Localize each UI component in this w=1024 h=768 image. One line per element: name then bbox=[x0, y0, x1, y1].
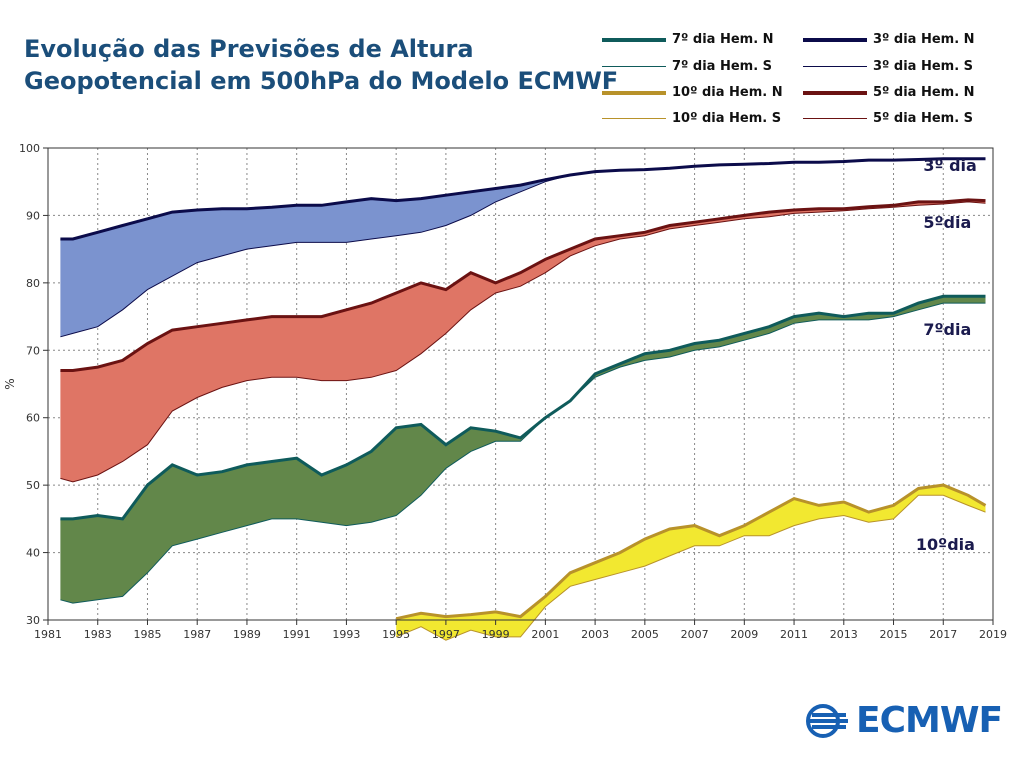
line-nh-10º dia bbox=[395, 483, 987, 621]
annotation-label: 10ºdia bbox=[916, 535, 975, 554]
y-tick-label: 100 bbox=[19, 142, 40, 155]
ecmwf-logo-text: ECMWF bbox=[856, 700, 1003, 741]
x-tick-label: 2013 bbox=[830, 628, 858, 641]
x-tick-label: 1983 bbox=[84, 628, 112, 641]
chart-title-line1: Evolução das Previsões de Altura bbox=[24, 35, 474, 63]
x-tick-label: 2017 bbox=[929, 628, 957, 641]
ecmwf-logo: ECMWF bbox=[806, 700, 1003, 741]
y-axis-label: % bbox=[3, 378, 17, 389]
y-tick-label: 80 bbox=[26, 277, 40, 290]
x-tick-label: 1995 bbox=[382, 628, 410, 641]
line-sh-7º dia bbox=[60, 302, 986, 604]
x-tick-label: 2005 bbox=[631, 628, 659, 641]
chart-title-line2: Geopotencial em 500hPa do Modelo ECMWF bbox=[24, 67, 619, 95]
plot-frame bbox=[47, 147, 994, 621]
x-tick-label: 2011 bbox=[780, 628, 808, 641]
annotation-label: 3º dia bbox=[923, 156, 976, 175]
y-tick-label: 30 bbox=[26, 614, 40, 627]
x-tick-label: 2009 bbox=[730, 628, 758, 641]
x-tick-label: 2015 bbox=[880, 628, 908, 641]
line-sh-10º dia bbox=[396, 494, 986, 641]
x-tick-label: 1999 bbox=[482, 628, 510, 641]
y-tick-label: 90 bbox=[26, 209, 40, 222]
x-tick-label: 1997 bbox=[432, 628, 460, 641]
band-5º dia bbox=[60, 199, 986, 482]
chart-title: Evolução das Previsões de Altura Geopote… bbox=[24, 33, 618, 97]
x-tick-label: 1985 bbox=[133, 628, 161, 641]
bands bbox=[60, 158, 986, 641]
x-tick-label: 1993 bbox=[332, 628, 360, 641]
x-tick-label: 2001 bbox=[531, 628, 559, 641]
x-tick-label: 1991 bbox=[283, 628, 311, 641]
band-3º dia bbox=[60, 158, 986, 337]
y-tick-label: 40 bbox=[26, 547, 40, 560]
line-nh-7º dia bbox=[60, 294, 986, 521]
x-tick-label: 2019 bbox=[979, 628, 1007, 641]
band-10º dia bbox=[396, 485, 986, 641]
series-lines bbox=[60, 157, 987, 641]
x-tick-label: 1981 bbox=[34, 628, 62, 641]
line-sh-5º dia bbox=[60, 201, 986, 483]
y-tick-label: 70 bbox=[26, 344, 40, 357]
x-tick-label: 1987 bbox=[183, 628, 211, 641]
x-tick-label: 2003 bbox=[581, 628, 609, 641]
ecmwf-logo-icon bbox=[806, 703, 848, 738]
line-nh-3º dia bbox=[60, 157, 986, 241]
line-nh-5º dia bbox=[60, 198, 986, 372]
annotation-label: 5ºdia bbox=[923, 213, 971, 232]
x-tick-label: 2007 bbox=[681, 628, 709, 641]
x-tick-label: 1989 bbox=[233, 628, 261, 641]
x-axis: 1981 1983 1985 1987 1989 1991 1993 1995 1997 1999… bbox=[34, 620, 1007, 641]
y-tick-label: 60 bbox=[26, 412, 40, 425]
annotations: 3º dia 5ºdia 7ºdia 10ºdia bbox=[916, 156, 977, 554]
y-axis: 30 40 50 60 70 80 90 100 bbox=[19, 142, 48, 627]
annotation-label: 7ºdia bbox=[923, 320, 971, 339]
y-tick-label: 50 bbox=[26, 479, 40, 492]
